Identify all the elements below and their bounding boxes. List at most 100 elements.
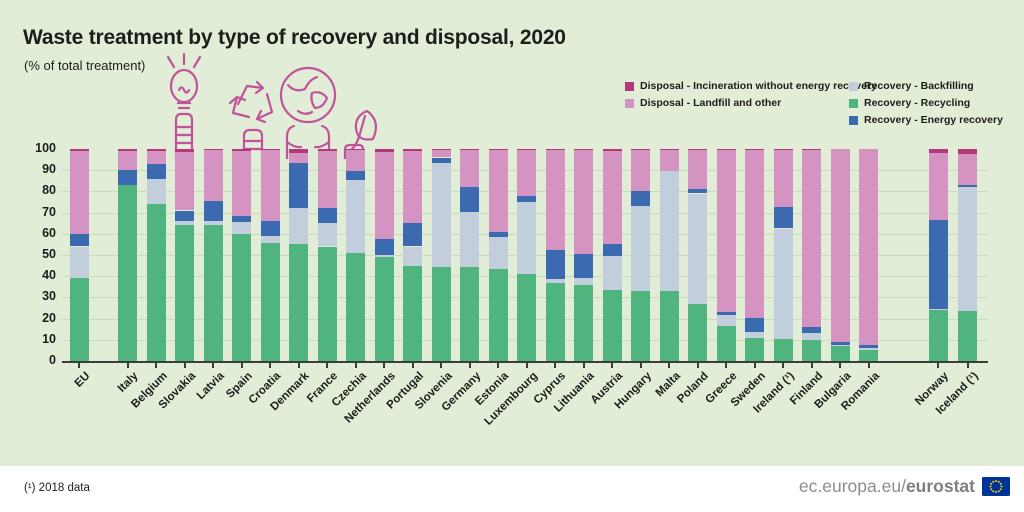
bar-segment-spain bbox=[232, 222, 251, 234]
bar-segment-estonia bbox=[488, 237, 508, 269]
bar-segment-czechia bbox=[346, 149, 365, 151]
bar-segment-hungary bbox=[631, 291, 650, 361]
bar-segment-croatia bbox=[260, 149, 280, 151]
bar-segment-luxembourg bbox=[517, 195, 536, 202]
bar-segment-greece bbox=[716, 326, 736, 361]
bar-segment-denmark bbox=[289, 244, 308, 361]
bar-segment-austria bbox=[602, 151, 622, 245]
bar-segment-romania bbox=[859, 348, 878, 351]
x-axis-tick bbox=[611, 363, 613, 368]
bar-segment-slovenia bbox=[431, 149, 451, 151]
x-axis-tick bbox=[639, 363, 642, 368]
y-axis-tick-label: 60 bbox=[42, 225, 56, 240]
bar-segment-germany bbox=[460, 149, 479, 151]
y-axis-tick-label: 0 bbox=[49, 353, 56, 367]
bar-segment-luxembourg bbox=[517, 150, 536, 196]
bar-segment-greece bbox=[716, 150, 736, 313]
footnote-2018-data: (¹) 2018 data bbox=[24, 482, 90, 494]
bar-segment-estonia bbox=[488, 149, 508, 151]
x-axis-category-label: Luxembourg bbox=[482, 370, 540, 428]
bar-segment-slovakia bbox=[175, 149, 194, 153]
bar-segment-denmark bbox=[289, 153, 308, 163]
bar-segment-belgium bbox=[146, 163, 166, 179]
bar-segment-sweden bbox=[745, 150, 764, 318]
y-axis-tick-label: 80 bbox=[42, 183, 56, 198]
x-axis-tick bbox=[810, 363, 813, 368]
legend-label: Recovery - Energy recovery bbox=[864, 114, 1003, 126]
bar-segment-slovakia bbox=[175, 152, 194, 211]
bar-segment-bulgaria bbox=[830, 345, 850, 347]
bar-segment-poland bbox=[688, 193, 707, 304]
x-axis-tick bbox=[782, 363, 784, 368]
y-axis-tick-label: 20 bbox=[42, 310, 56, 325]
footer-band: (¹) 2018 data ec.europa.eu/eurostat bbox=[0, 466, 1024, 512]
bar-segment-greece bbox=[716, 315, 736, 326]
bar-segment-norway bbox=[928, 220, 948, 309]
x-axis-tick bbox=[696, 363, 699, 368]
x-axis-category-label: Latvia bbox=[194, 370, 227, 402]
bar-segment-sweden bbox=[745, 149, 764, 151]
bar-segment-malta bbox=[659, 291, 679, 361]
bar-segment-ireland bbox=[773, 207, 793, 229]
x-axis-tick bbox=[326, 363, 328, 368]
eurostat-site-link: ec.europa.eu/eurostat bbox=[799, 476, 1010, 497]
legend-swatch-icon bbox=[849, 116, 858, 125]
bar-segment-cyprus bbox=[545, 149, 565, 151]
x-axis-tick bbox=[240, 363, 243, 368]
y-axis-tick-label: 40 bbox=[42, 268, 56, 283]
bar-segment-belgium bbox=[146, 149, 166, 152]
x-axis-tick bbox=[937, 363, 939, 368]
bar-segment-croatia bbox=[260, 221, 280, 236]
eu-flag-icon bbox=[982, 477, 1010, 496]
bar-segment-netherlands bbox=[374, 149, 394, 153]
bar-segment-ireland bbox=[773, 228, 793, 339]
bar-segment-cyprus bbox=[545, 279, 565, 283]
legend-swatch-icon bbox=[849, 99, 858, 108]
bar-segment-malta bbox=[659, 171, 679, 292]
bar-segment-france bbox=[317, 223, 337, 247]
bar-segment-lithuania bbox=[574, 253, 593, 279]
bar-segment-finland bbox=[802, 150, 821, 328]
legend-item: Disposal - Landfill and other bbox=[625, 95, 877, 112]
bar-segment-france bbox=[317, 149, 337, 152]
bar-segment-latvia bbox=[203, 225, 223, 361]
site-url-regular: ec.europa.eu/ bbox=[798, 476, 906, 496]
bar-segment-ireland bbox=[773, 149, 793, 151]
bar-segment-hungary bbox=[631, 191, 650, 207]
bar-segment-netherlands bbox=[374, 239, 394, 255]
x-axis-category-label: Italy bbox=[116, 370, 141, 395]
bar-segment-germany bbox=[460, 211, 479, 267]
x-axis-tick bbox=[582, 363, 585, 368]
bar-segment-croatia bbox=[260, 235, 280, 244]
legend-label: Disposal - Landfill and other bbox=[640, 97, 782, 109]
bar-segment-slovakia bbox=[175, 221, 194, 226]
bar-segment-luxembourg bbox=[517, 149, 536, 151]
x-axis-tick bbox=[78, 363, 80, 368]
x-axis-tick bbox=[269, 363, 271, 368]
bar-segment-italy bbox=[118, 149, 137, 152]
bar-segment-malta bbox=[659, 149, 679, 151]
bar-segment-croatia bbox=[260, 150, 280, 222]
x-axis-tick bbox=[183, 363, 186, 368]
site-url-bold: eurostat bbox=[905, 476, 975, 496]
y-axis-tick-label: 10 bbox=[42, 331, 56, 346]
x-axis-tick bbox=[411, 363, 414, 368]
x-axis-tick bbox=[468, 363, 471, 368]
bar-segment-czechia bbox=[346, 150, 365, 172]
x-axis-tick bbox=[383, 363, 385, 368]
bar-segment-netherlands bbox=[374, 255, 394, 258]
bar-segment-poland bbox=[688, 150, 707, 190]
x-axis-tick bbox=[867, 363, 870, 368]
x-axis-tick bbox=[126, 363, 129, 368]
legend-swatch-icon bbox=[625, 99, 634, 108]
bar-segment-estonia bbox=[488, 231, 508, 237]
bar-segment-czechia bbox=[346, 252, 365, 361]
y-axis-tick-label: 70 bbox=[42, 204, 56, 219]
legend-item: Disposal - Incineration without energy r… bbox=[625, 78, 877, 95]
bar-segment-finland bbox=[802, 339, 821, 361]
bar-segment-finland bbox=[802, 149, 821, 151]
bar-segment-finland bbox=[802, 327, 821, 334]
bar-segment-hungary bbox=[631, 150, 650, 192]
bar-segment-belgium bbox=[146, 151, 166, 164]
